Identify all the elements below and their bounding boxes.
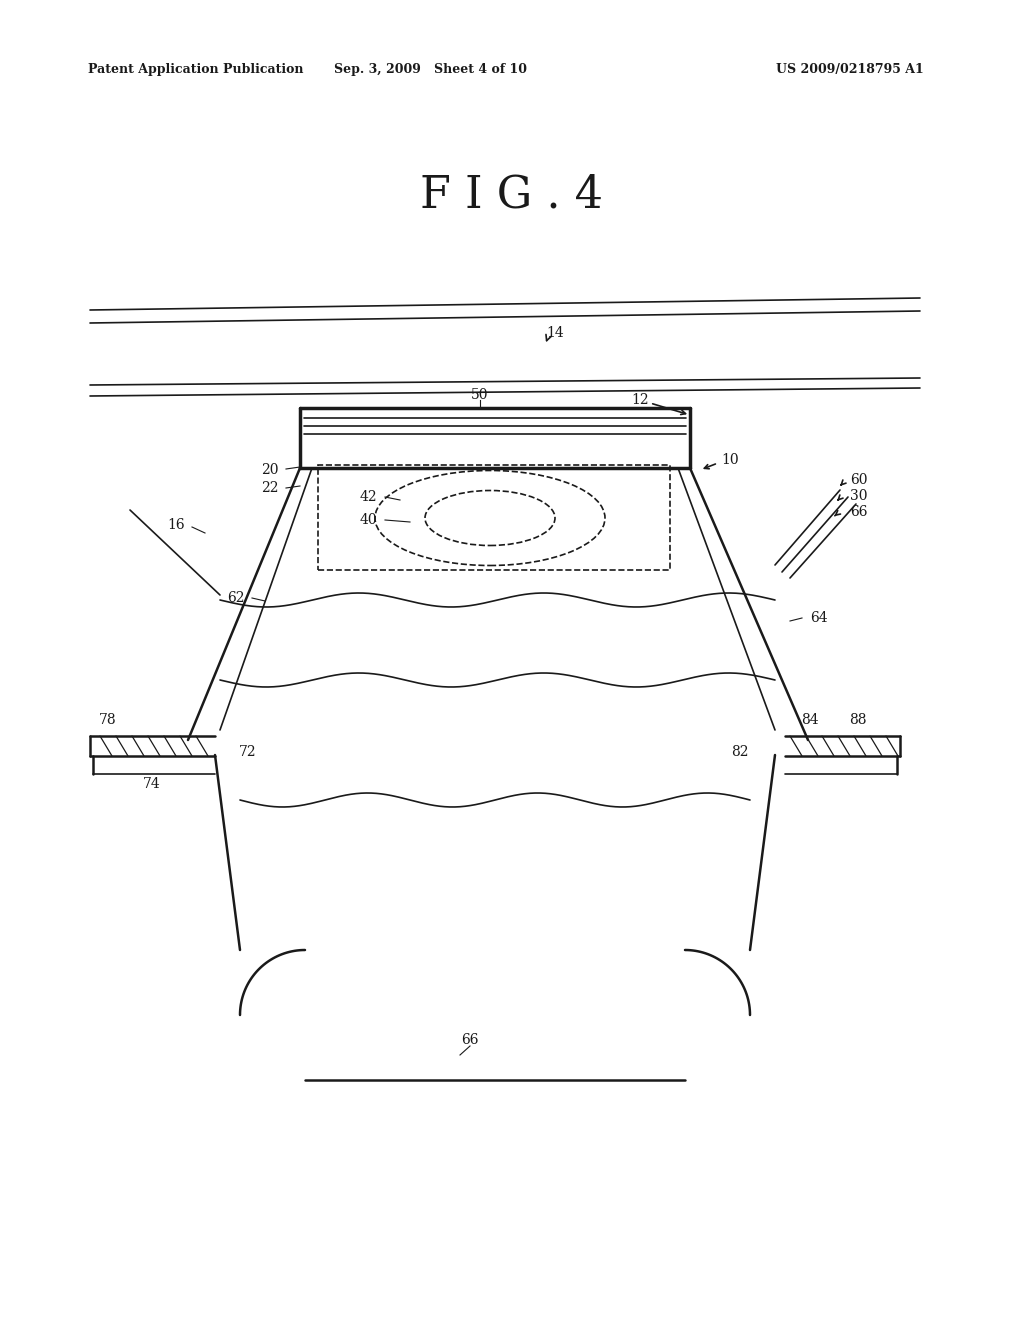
Text: 40: 40 [359,513,377,527]
Text: 74: 74 [143,777,161,791]
Text: 22: 22 [261,480,279,495]
Text: F I G . 4: F I G . 4 [421,173,603,216]
Text: 78: 78 [99,713,117,727]
Text: 30: 30 [850,488,867,503]
Text: 10: 10 [721,453,738,467]
Text: 84: 84 [801,713,819,727]
Text: 66: 66 [850,506,867,519]
Text: Sep. 3, 2009   Sheet 4 of 10: Sep. 3, 2009 Sheet 4 of 10 [334,63,526,77]
Text: Patent Application Publication: Patent Application Publication [88,63,303,77]
Text: 72: 72 [240,744,257,759]
Text: 50: 50 [471,388,488,403]
Text: 88: 88 [849,713,866,727]
Bar [318,465,670,570]
Text: 60: 60 [850,473,867,487]
Text: 12: 12 [631,393,649,407]
Text: US 2009/0218795 A1: US 2009/0218795 A1 [776,63,924,77]
Text: 66: 66 [461,1034,479,1047]
Text: 64: 64 [810,611,827,624]
Text: 42: 42 [359,490,377,504]
Text: 14: 14 [546,326,564,341]
Text: 82: 82 [731,744,749,759]
Text: 62: 62 [227,591,245,605]
Text: 16: 16 [167,517,185,532]
Text: 20: 20 [261,463,279,477]
